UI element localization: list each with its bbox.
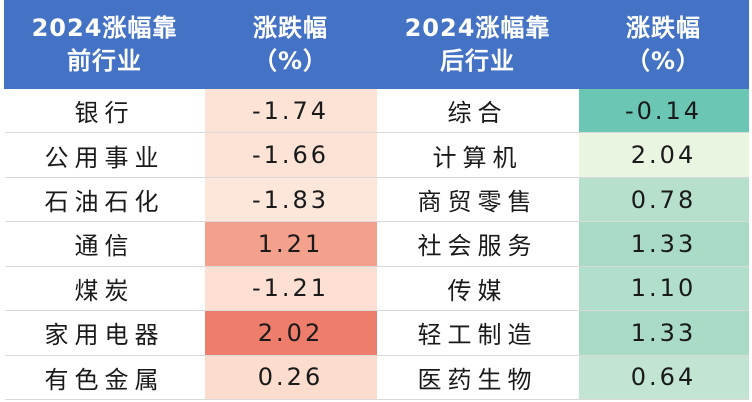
after-industry-name: 轻工制造 [376, 310, 579, 356]
after-change-value: 1.33 [578, 310, 749, 356]
table-row: 家用电器 2.02 轻工制造 1.33 [4, 310, 749, 356]
after-change-value: 0.78 [578, 177, 749, 223]
header-before-change-line1: 涨跌幅 [253, 13, 328, 42]
after-change-value: 1.10 [578, 266, 749, 312]
table-row: 煤炭 -1.21 传媒 1.10 [4, 266, 749, 312]
after-industry-name: 商贸零售 [376, 177, 579, 223]
header-after-change: 涨跌幅 （%） [578, 0, 749, 89]
header-after-industry-line2: 后行业 [440, 46, 515, 75]
header-before-industry-line1: 2024涨幅靠 [31, 13, 178, 42]
after-change-value: 2.04 [578, 132, 749, 178]
before-industry-name: 石油石化 [4, 177, 205, 223]
after-change-value: 1.33 [578, 221, 749, 267]
header-row: 2024涨幅靠 前行业 涨跌幅 （%） 2024涨幅靠 后行业 涨跌幅 （%） [4, 0, 749, 89]
before-industry-name: 有色金属 [4, 355, 205, 401]
after-change-value: -0.14 [578, 88, 749, 134]
header-after-industry-line1: 2024涨幅靠 [404, 13, 551, 42]
before-industry-name: 煤炭 [4, 266, 205, 312]
before-change-value: -1.21 [204, 266, 377, 312]
after-industry-name: 传媒 [376, 266, 579, 312]
header-before-change-line2: （%） [252, 46, 329, 75]
after-industry-name: 社会服务 [376, 221, 579, 267]
before-industry-name: 家用电器 [4, 310, 205, 356]
after-industry-name: 医药生物 [376, 355, 579, 401]
before-change-value: 2.02 [204, 310, 377, 356]
after-industry-name: 综合 [376, 88, 579, 134]
table-row: 公用事业 -1.66 计算机 2.04 [4, 132, 749, 178]
header-before-industry: 2024涨幅靠 前行业 [4, 0, 205, 89]
header-after-industry: 2024涨幅靠 后行业 [376, 0, 579, 89]
after-industry-name: 计算机 [376, 132, 579, 178]
table-row: 通信 1.21 社会服务 1.33 [4, 221, 749, 267]
header-after-change-line1: 涨跌幅 [626, 13, 701, 42]
before-change-value: 1.21 [204, 221, 377, 267]
header-before-change: 涨跌幅 （%） [204, 0, 377, 89]
table-row: 银行 -1.74 综合 -0.14 [4, 88, 749, 134]
header-after-change-line2: （%） [625, 46, 702, 75]
header-before-industry-line2: 前行业 [67, 46, 142, 75]
table-row: 有色金属 0.26 医药生物 0.64 [4, 355, 749, 401]
after-change-value: 0.64 [578, 355, 749, 401]
before-change-value: -1.66 [204, 132, 377, 178]
before-industry-name: 银行 [4, 88, 205, 134]
industry-change-table: 2024涨幅靠 前行业 涨跌幅 （%） 2024涨幅靠 后行业 涨跌幅 （%） … [4, 0, 749, 401]
before-change-value: 0.26 [204, 355, 377, 401]
before-change-value: -1.83 [204, 177, 377, 223]
before-industry-name: 通信 [4, 221, 205, 267]
before-industry-name: 公用事业 [4, 132, 205, 178]
table-row: 石油石化 -1.83 商贸零售 0.78 [4, 177, 749, 223]
before-change-value: -1.74 [204, 88, 377, 134]
